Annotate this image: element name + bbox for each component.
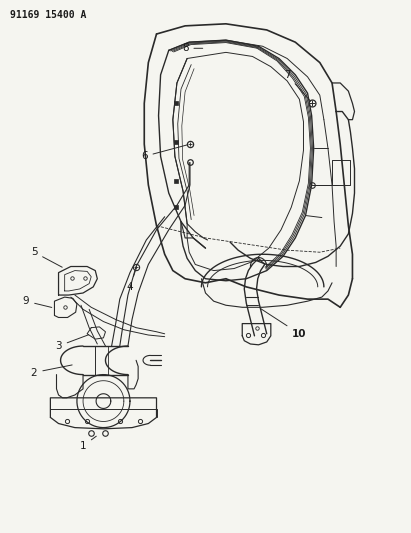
Text: 91169 15400 A: 91169 15400 A [9, 10, 86, 20]
Text: 10: 10 [261, 309, 307, 339]
Text: 1: 1 [80, 436, 96, 451]
Text: 8: 8 [182, 43, 203, 53]
Text: 2: 2 [31, 365, 72, 377]
Text: 6: 6 [141, 145, 187, 161]
Text: 4: 4 [127, 271, 135, 292]
Text: 5: 5 [31, 247, 62, 267]
Text: 3: 3 [55, 335, 89, 351]
Text: 9: 9 [23, 296, 52, 308]
Text: 7: 7 [284, 70, 311, 101]
